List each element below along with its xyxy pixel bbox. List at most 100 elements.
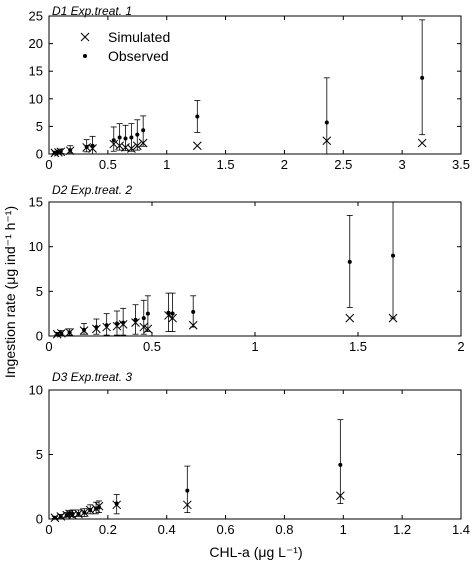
y-tick-label: 5 bbox=[36, 284, 43, 299]
x-tick-label: 1.5 bbox=[217, 157, 235, 172]
y-tick-label: 10 bbox=[29, 383, 43, 398]
x-tick-label: 3.5 bbox=[452, 157, 470, 172]
observed-point bbox=[82, 510, 87, 515]
x-tick-label: 2 bbox=[457, 339, 464, 354]
observed-point bbox=[104, 323, 109, 328]
observed-point bbox=[94, 325, 99, 330]
observed-point bbox=[420, 75, 425, 80]
simulated-point-stroke bbox=[192, 141, 202, 151]
observed-point bbox=[191, 309, 196, 314]
x-icon bbox=[80, 32, 90, 42]
plot-frame bbox=[48, 389, 462, 520]
observed-point bbox=[170, 311, 175, 316]
simulated-point-stroke bbox=[417, 138, 427, 148]
observed-point bbox=[141, 128, 146, 133]
observed-point bbox=[76, 511, 81, 516]
observed-point bbox=[391, 253, 396, 258]
observed-point bbox=[88, 507, 93, 512]
observed-point bbox=[52, 515, 57, 520]
observed-point bbox=[123, 136, 128, 141]
x-tick-label: 0.5 bbox=[143, 339, 161, 354]
observed-point bbox=[121, 320, 126, 325]
observed-point bbox=[324, 120, 329, 125]
observed-point bbox=[67, 330, 72, 335]
observed-point bbox=[58, 149, 63, 154]
simulated-point bbox=[417, 138, 427, 148]
simulated-point-stroke bbox=[345, 313, 355, 323]
observed-point bbox=[52, 150, 57, 155]
x-tick-label: 1.4 bbox=[452, 522, 470, 537]
x-tick-label: 0.4 bbox=[158, 522, 176, 537]
observed-point bbox=[82, 327, 87, 332]
x-tick-label: 1 bbox=[251, 339, 258, 354]
y-tick-label: 0 bbox=[36, 147, 43, 162]
y-tick-label: 15 bbox=[29, 64, 43, 79]
observed-point bbox=[84, 144, 89, 149]
panel-title: D1 Exp.treat. 1 bbox=[52, 4, 132, 18]
x-tick-label: 0 bbox=[45, 522, 52, 537]
panel-d2: D2 Exp.treat. 2 0 0.5 1 1.5 2 0 5 10 15 bbox=[29, 183, 465, 354]
y-tick-label: 25 bbox=[29, 9, 43, 24]
y-tick-label: 15 bbox=[29, 195, 43, 210]
observed-point bbox=[58, 514, 63, 519]
observed-point bbox=[141, 316, 146, 321]
y-tick-label: 10 bbox=[29, 91, 43, 106]
x-tick-label: 0.2 bbox=[99, 522, 117, 537]
observed-point bbox=[129, 135, 134, 140]
observed-point bbox=[133, 317, 138, 322]
observed-point bbox=[111, 138, 116, 143]
legend-label-simulated: Simulated bbox=[108, 29, 170, 45]
observed-point bbox=[145, 311, 150, 316]
y-tick-label: 5 bbox=[36, 447, 43, 462]
observed-point bbox=[114, 321, 119, 326]
y-tick-label: 10 bbox=[29, 239, 43, 254]
simulated-point bbox=[345, 313, 355, 323]
x-tick-label: 1.2 bbox=[393, 522, 411, 537]
y-axis-title: Ingestion rate (μg ind⁻¹ h⁻¹) bbox=[2, 206, 18, 378]
observed-point bbox=[55, 332, 60, 337]
x-tick-label: 0 bbox=[45, 157, 52, 172]
panel-d1: D1 Exp.treat. 1 Simulated Observed 0 0.5 1… bbox=[29, 4, 471, 172]
observed-point bbox=[195, 114, 200, 119]
observed-point bbox=[347, 259, 352, 264]
observed-point bbox=[70, 511, 75, 516]
observed-point bbox=[59, 331, 64, 336]
legend-label-observed: Observed bbox=[108, 48, 169, 64]
x-tick-label: 1.5 bbox=[349, 339, 367, 354]
legend: Simulated Observed bbox=[80, 29, 170, 64]
x-axis-title: CHL-a (μg L⁻¹) bbox=[209, 544, 302, 560]
plot-frame bbox=[48, 201, 462, 337]
legend-observed: Observed bbox=[83, 48, 169, 64]
observed-point bbox=[97, 505, 102, 510]
dot-icon bbox=[83, 54, 87, 58]
x-tick-label: 3 bbox=[399, 157, 406, 172]
observed-point bbox=[90, 143, 95, 148]
x-tick-label: 1 bbox=[163, 157, 170, 172]
x-tick-label: 0.8 bbox=[275, 522, 293, 537]
panel-title: D2 Exp.treat. 2 bbox=[52, 183, 132, 197]
y-tick-label: 5 bbox=[36, 119, 43, 134]
observed-point bbox=[166, 310, 171, 315]
observed-point bbox=[68, 148, 73, 153]
legend-simulated: Simulated bbox=[80, 29, 170, 45]
panel-title: D3 Exp.treat. 3 bbox=[52, 370, 132, 384]
x-tick-label: 0 bbox=[45, 339, 52, 354]
observed-point bbox=[185, 488, 190, 493]
x-tick-label: 0.6 bbox=[217, 522, 235, 537]
panel-d3: D3 Exp.treat. 3 0 0.2 0.4 0.6 0.8 1 1.2 1.4 0 5 10 bbox=[29, 370, 471, 537]
observed-point bbox=[114, 501, 119, 506]
y-tick-label: 20 bbox=[29, 36, 43, 51]
observed-point bbox=[135, 132, 140, 137]
x-tick-label: 2 bbox=[281, 157, 288, 172]
observed-point bbox=[117, 135, 122, 140]
observed-point bbox=[338, 462, 343, 467]
plot-frame bbox=[48, 15, 462, 155]
x-tick-label: 0.5 bbox=[99, 157, 117, 172]
y-tick-label: 0 bbox=[36, 512, 43, 527]
observed-point bbox=[67, 511, 72, 516]
x-tick-label: 2.5 bbox=[334, 157, 352, 172]
y-tick-label: 0 bbox=[36, 329, 43, 344]
simulated-point bbox=[192, 141, 202, 151]
x-tick-label: 1 bbox=[340, 522, 347, 537]
